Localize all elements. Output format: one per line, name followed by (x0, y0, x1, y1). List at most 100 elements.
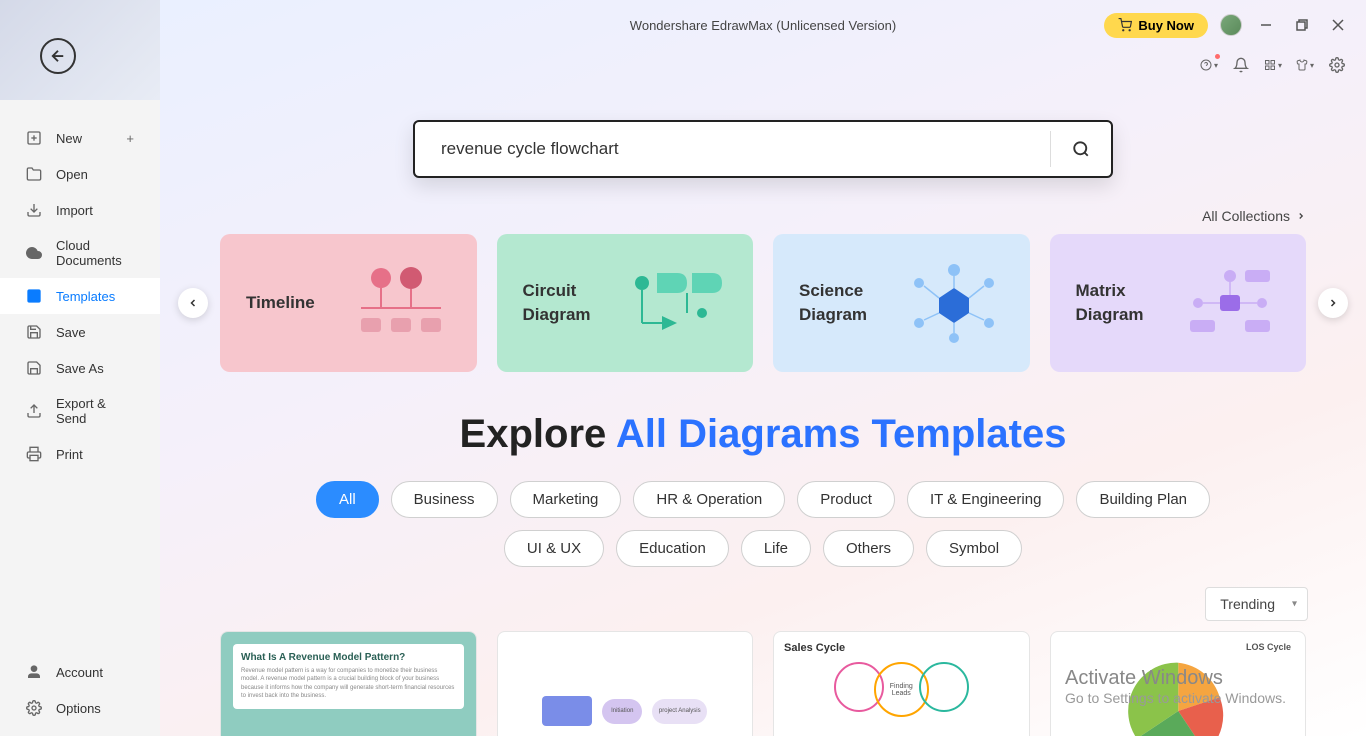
card-title: ScienceDiagram (799, 279, 867, 327)
chevron-left-icon (187, 297, 199, 309)
cart-icon (1118, 18, 1132, 32)
export-icon (26, 403, 42, 419)
sort-row: Trending ▾ (160, 567, 1366, 631)
carousel-next-button[interactable] (1318, 288, 1348, 318)
settings-button[interactable] (1328, 56, 1346, 74)
card-illustration (351, 258, 451, 348)
help-button[interactable]: ▾ (1200, 56, 1218, 74)
buy-now-button[interactable]: Buy Now (1104, 13, 1208, 38)
search-input[interactable] (415, 139, 1050, 159)
sidebar-item-label: Save (56, 325, 86, 340)
sidebar-item-label: Options (56, 701, 101, 716)
chevron-right-icon (1296, 211, 1306, 221)
card-title: CircuitDiagram (523, 279, 591, 327)
tag-life[interactable]: Life (741, 530, 811, 567)
grid-icon (1264, 57, 1276, 73)
sort-label: Trending (1220, 596, 1275, 612)
plus-square-icon (26, 130, 42, 146)
tag-education[interactable]: Education (616, 530, 729, 567)
tag-ui-ux[interactable]: UI & UX (504, 530, 604, 567)
explore-prefix: Explore (460, 412, 616, 456)
template-card[interactable]: What Is A Revenue Model Pattern?Revenue … (220, 631, 477, 736)
folder-icon (26, 166, 42, 182)
sidebar-item-new[interactable]: New + (0, 120, 160, 156)
sidebar-item-import[interactable]: Import (0, 192, 160, 228)
carousel-card-matrix-diagram[interactable]: MatrixDiagram (1050, 234, 1307, 372)
sidebar-item-label: Save As (56, 361, 104, 376)
tag-building-plan[interactable]: Building Plan (1076, 481, 1210, 518)
main-area: Wondershare EdrawMax (Unlicensed Version… (160, 0, 1366, 736)
sidebar-item-label: Open (56, 167, 88, 182)
sidebar-item-save[interactable]: Save (0, 314, 160, 350)
sidebar-item-export-send[interactable]: Export & Send (0, 386, 160, 436)
carousel: Timeline CircuitDiagram ScienceDiagram Matr… (160, 234, 1366, 372)
sidebar-item-label: Print (56, 447, 83, 462)
gear-icon (26, 700, 42, 716)
card-illustration (1180, 258, 1280, 348)
notification-dot (1215, 54, 1220, 59)
explore-highlight: All Diagrams Templates (616, 412, 1067, 456)
tag-it-engineering[interactable]: IT & Engineering (907, 481, 1064, 518)
close-button[interactable] (1326, 13, 1350, 37)
maximize-button[interactable] (1290, 13, 1314, 37)
tag-symbol[interactable]: Symbol (926, 530, 1022, 567)
download-icon (26, 202, 42, 218)
sidebar-item-account[interactable]: Account (0, 654, 160, 690)
template-card[interactable]: LOS Cycle (1050, 631, 1307, 736)
bell-button[interactable] (1232, 56, 1250, 74)
templates-grid: What Is A Revenue Model Pattern?Revenue … (160, 631, 1366, 736)
card-title: MatrixDiagram (1076, 279, 1144, 327)
carousel-prev-button[interactable] (178, 288, 208, 318)
sidebar-item-cloud-documents[interactable]: Cloud Documents (0, 228, 160, 278)
arrow-left-icon (49, 47, 67, 65)
carousel-card-circuit-diagram[interactable]: CircuitDiagram (497, 234, 754, 372)
search-button[interactable] (1051, 122, 1111, 176)
theme-button[interactable]: ▾ (1296, 56, 1314, 74)
template-card[interactable]: Initiationproject Analysis (497, 631, 754, 736)
titlebar: Wondershare EdrawMax (Unlicensed Version… (160, 0, 1366, 50)
sidebar-menu: New + Open Import Cloud DocumentsTemplates Sa… (0, 100, 160, 654)
sidebar-item-label: New (56, 131, 82, 146)
tag-all[interactable]: All (316, 481, 379, 518)
carousel-card-timeline[interactable]: Timeline (220, 234, 477, 372)
sidebar-item-label: Import (56, 203, 93, 218)
sort-select[interactable]: Trending ▾ (1205, 587, 1308, 621)
minimize-icon (1260, 19, 1272, 31)
toolbar-row: ▾ ▾ ▾ (160, 50, 1366, 80)
minimize-button[interactable] (1254, 13, 1278, 37)
template-icon (26, 288, 42, 304)
app-title: Wondershare EdrawMax (Unlicensed Version… (630, 18, 896, 33)
sidebar: New + Open Import Cloud DocumentsTemplates Sa… (0, 0, 160, 736)
help-icon (1200, 57, 1212, 73)
all-collections-label: All Collections (1202, 208, 1290, 224)
save-icon (26, 324, 42, 340)
chevron-right-icon (1327, 297, 1339, 309)
explore-title: Explore All Diagrams Templates (160, 412, 1366, 457)
search-box (413, 120, 1113, 178)
bell-icon (1233, 57, 1249, 73)
back-button[interactable] (40, 38, 76, 74)
sidebar-item-templates[interactable]: Templates (0, 278, 160, 314)
sidebar-item-save-as[interactable]: Save As (0, 350, 160, 386)
tag-others[interactable]: Others (823, 530, 914, 567)
tag-marketing[interactable]: Marketing (510, 481, 622, 518)
all-collections-link[interactable]: All Collections (160, 178, 1366, 234)
search-wrap (160, 120, 1366, 178)
card-title: Timeline (246, 291, 315, 315)
sidebar-item-label: Account (56, 665, 103, 680)
sidebar-item-options[interactable]: Options (0, 690, 160, 726)
tag-business[interactable]: Business (391, 481, 498, 518)
sidebar-item-label: Export & Send (56, 396, 134, 426)
sidebar-item-print[interactable]: Print (0, 436, 160, 472)
tag-product[interactable]: Product (797, 481, 895, 518)
cloud-icon (26, 245, 42, 261)
carousel-card-science-diagram[interactable]: ScienceDiagram (773, 234, 1030, 372)
plus-icon: + (126, 131, 134, 146)
tag-hr-operation[interactable]: HR & Operation (633, 481, 785, 518)
sidebar-item-open[interactable]: Open (0, 156, 160, 192)
chevron-down-icon: ▾ (1292, 599, 1297, 610)
avatar[interactable] (1220, 14, 1242, 36)
apps-button[interactable]: ▾ (1264, 56, 1282, 74)
buy-label: Buy Now (1138, 18, 1194, 33)
template-card[interactable]: Sales CycleFindingLeads (773, 631, 1030, 736)
